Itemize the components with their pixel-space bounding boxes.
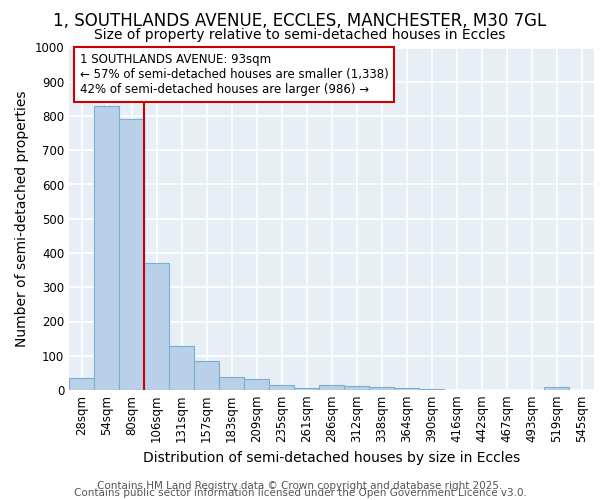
- Bar: [219, 378, 244, 390]
- Bar: [119, 120, 144, 390]
- Y-axis label: Number of semi-detached properties: Number of semi-detached properties: [15, 90, 29, 347]
- Bar: [419, 388, 444, 390]
- Bar: [94, 106, 119, 390]
- Bar: [344, 386, 369, 390]
- X-axis label: Distribution of semi-detached houses by size in Eccles: Distribution of semi-detached houses by …: [143, 451, 520, 465]
- Text: Contains public sector information licensed under the Open Government Licence v3: Contains public sector information licen…: [74, 488, 526, 498]
- Text: 1 SOUTHLANDS AVENUE: 93sqm
← 57% of semi-detached houses are smaller (1,338)
42%: 1 SOUTHLANDS AVENUE: 93sqm ← 57% of semi…: [79, 52, 388, 96]
- Text: 1, SOUTHLANDS AVENUE, ECCLES, MANCHESTER, M30 7GL: 1, SOUTHLANDS AVENUE, ECCLES, MANCHESTER…: [53, 12, 547, 30]
- Bar: [294, 388, 319, 390]
- Bar: [319, 385, 344, 390]
- Bar: [369, 388, 394, 390]
- Bar: [394, 388, 419, 390]
- Bar: [144, 264, 169, 390]
- Bar: [269, 385, 294, 390]
- Text: Contains HM Land Registry data © Crown copyright and database right 2025.: Contains HM Land Registry data © Crown c…: [97, 481, 503, 491]
- Bar: [544, 388, 569, 390]
- Text: Size of property relative to semi-detached houses in Eccles: Size of property relative to semi-detach…: [94, 28, 506, 42]
- Bar: [69, 378, 94, 390]
- Bar: [169, 346, 194, 390]
- Bar: [244, 379, 269, 390]
- Bar: [194, 361, 219, 390]
